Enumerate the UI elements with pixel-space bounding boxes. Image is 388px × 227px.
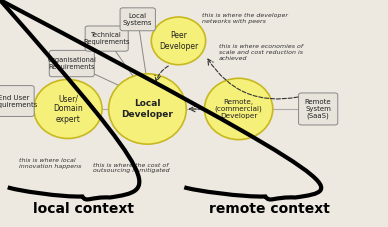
Text: Technical
Requirements: Technical Requirements [83, 32, 130, 45]
Ellipse shape [34, 79, 102, 138]
Text: Local
Developer: Local Developer [121, 99, 173, 119]
FancyBboxPatch shape [299, 93, 338, 125]
FancyBboxPatch shape [120, 8, 155, 31]
Text: Remote
System
(SaaS): Remote System (SaaS) [305, 99, 331, 119]
Text: local context: local context [33, 202, 134, 216]
Text: Peer
Developer: Peer Developer [159, 31, 198, 51]
Text: Remote,
(commercial)
Developer: Remote, (commercial) Developer [215, 99, 263, 119]
FancyBboxPatch shape [49, 50, 94, 77]
Text: remote context: remote context [209, 202, 330, 216]
Text: End User
Requirements: End User Requirements [0, 94, 38, 108]
Text: this is where local
innovation happens: this is where local innovation happens [19, 158, 82, 169]
Ellipse shape [109, 74, 186, 144]
Text: User/
Domain
expert: User/ Domain expert [53, 94, 83, 124]
Text: this is where the developer
networks with peers: this is where the developer networks wit… [202, 13, 288, 24]
Text: Organisational
Requirements: Organisational Requirements [47, 57, 96, 70]
Text: this is where the cost of
outsourcing is mitigated: this is where the cost of outsourcing is… [93, 163, 170, 173]
Text: this is where economies of
scale and cost reduction is
achieved: this is where economies of scale and cos… [219, 44, 303, 61]
FancyBboxPatch shape [85, 26, 128, 51]
Ellipse shape [151, 17, 206, 65]
Ellipse shape [204, 78, 273, 140]
Text: Local
Systems: Local Systems [123, 13, 152, 26]
FancyBboxPatch shape [0, 86, 34, 116]
